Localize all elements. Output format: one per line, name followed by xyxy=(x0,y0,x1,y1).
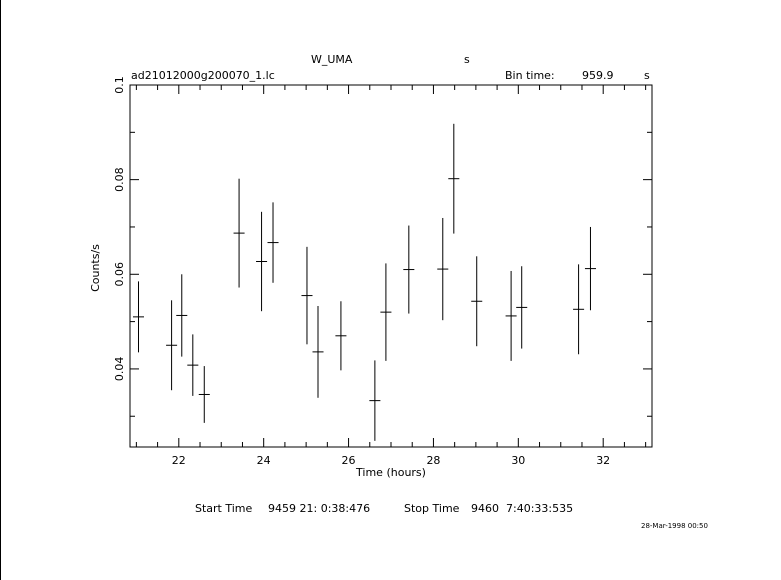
data-point xyxy=(471,256,483,347)
data-point xyxy=(380,263,392,361)
y-tick-label: 0.04 xyxy=(113,357,126,382)
x-tick-label: 22 xyxy=(172,454,186,467)
start-time-label: Start Time xyxy=(195,502,253,515)
x-tick-label: 24 xyxy=(257,454,271,467)
data-point xyxy=(369,360,381,441)
stop-time-value: 9460 7:40:33:535 xyxy=(471,502,573,515)
x-tick-label: 30 xyxy=(511,454,525,467)
file-name: ad21012000g200070_1.lc xyxy=(131,69,275,82)
x-tick-label: 32 xyxy=(596,454,610,467)
data-point xyxy=(584,226,596,311)
data-point xyxy=(335,301,347,371)
y-tick-label: 0.08 xyxy=(113,167,126,192)
data-point xyxy=(198,366,210,423)
data-point xyxy=(166,300,178,391)
data-point xyxy=(256,211,268,312)
start-time-value: 9459 21: 0:38:476 xyxy=(268,502,370,515)
plot-frame xyxy=(129,84,653,448)
data-point xyxy=(312,305,324,398)
axis-ticks xyxy=(130,84,652,447)
object-unit: s xyxy=(464,53,470,66)
stop-time-label: Stop Time xyxy=(404,502,460,515)
data-point xyxy=(267,202,279,283)
data-points xyxy=(132,123,596,441)
object-name: W_UMA xyxy=(311,53,353,66)
data-point xyxy=(437,217,449,321)
data-point xyxy=(573,264,585,355)
data-point xyxy=(301,246,313,345)
data-point xyxy=(132,281,145,353)
window-edge xyxy=(0,0,1,580)
y-tick-label: 0.1 xyxy=(113,76,126,94)
data-point xyxy=(516,266,528,349)
data-point xyxy=(505,270,517,361)
data-point xyxy=(187,334,199,396)
x-axis-label: Time (hours) xyxy=(355,466,426,479)
bin-time-value: 959.9 xyxy=(582,69,614,82)
data-point xyxy=(403,225,415,314)
data-point xyxy=(176,274,188,357)
axis-tick-labels: 22 24 26 28 30 32 0.04 0.06 0.08 0.1 xyxy=(113,76,610,467)
x-tick-label: 26 xyxy=(342,454,356,467)
bin-time-unit: s xyxy=(644,69,650,82)
x-tick-label: 28 xyxy=(426,454,440,467)
bin-time-label: Bin time: xyxy=(505,69,555,82)
y-axis-label: Counts/s xyxy=(89,244,102,292)
y-tick-label: 0.06 xyxy=(113,262,126,287)
data-point xyxy=(448,123,460,234)
data-point xyxy=(233,178,245,288)
date-stamp: 28-Mar-1998 00:50 xyxy=(641,522,708,530)
